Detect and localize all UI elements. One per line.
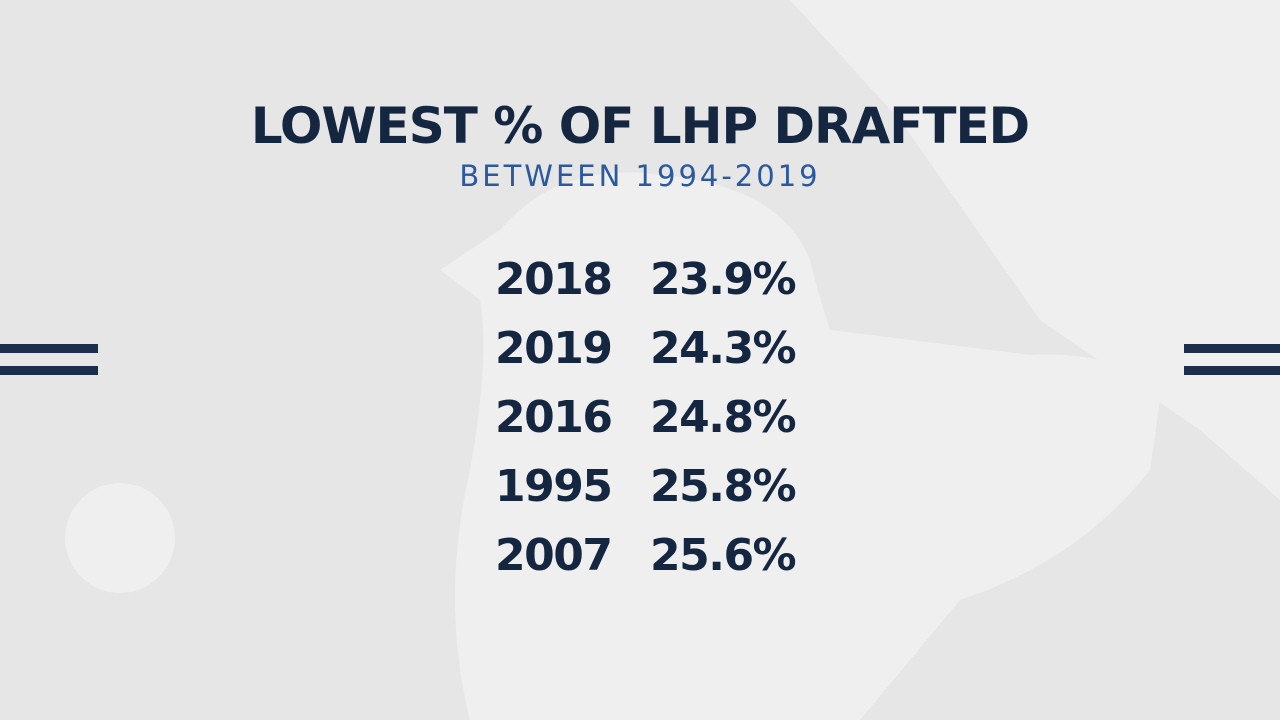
stat-percentage: 24.3% [650,323,797,374]
right-stripe-top [1184,344,1280,353]
stat-row: 2016 24.8% [0,383,1280,452]
stat-percentage: 23.9% [650,254,797,305]
graphic-subtitle: BETWEEN 1994-2019 [459,159,821,193]
baseball-logo-watermark-icon [65,0,1280,720]
right-stripe-bottom [1184,366,1280,375]
stat-year: 1995 [495,461,613,512]
left-stripe-bottom [0,366,98,375]
stat-percentage: 25.6% [650,530,797,581]
graphic-title: LOWEST % OF LHP DRAFTED [250,97,1030,155]
left-stripe-top [0,344,98,353]
stat-row: 1995 25.8% [0,452,1280,521]
stat-percentage: 24.8% [650,392,797,443]
stat-row: 2007 25.6% [0,521,1280,590]
stat-row: 2018 23.9% [0,245,1280,314]
stat-year: 2019 [495,323,613,374]
stat-row: 2019 24.3% [0,314,1280,383]
stat-percentage: 25.8% [650,461,797,512]
stat-year: 2016 [495,392,613,443]
stat-year: 2018 [495,254,613,305]
stat-year: 2007 [495,530,613,581]
